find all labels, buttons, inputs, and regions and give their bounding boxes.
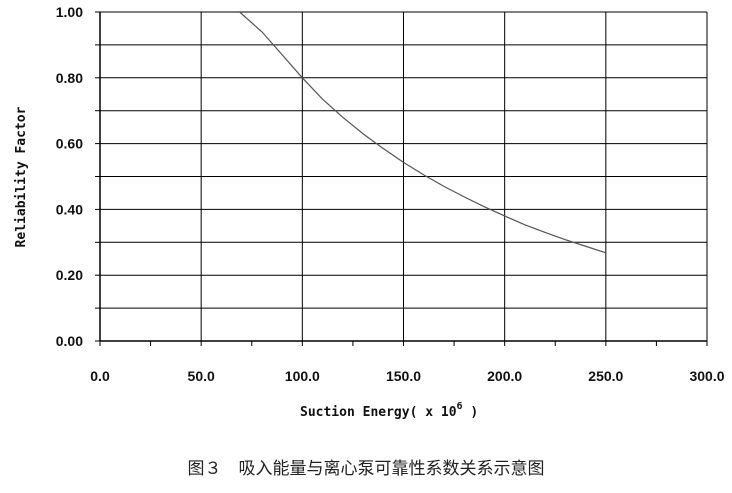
x-tick-label: 100.0 — [285, 368, 320, 384]
y-tick-label: 0.40 — [56, 201, 83, 217]
y-tick-label: 0.20 — [56, 267, 83, 283]
x-axis-title-suffix: ) — [463, 405, 479, 420]
y-tick-label: 0.00 — [56, 333, 83, 349]
y-tick-label: 1.00 — [56, 4, 83, 20]
x-tick-label: 300.0 — [689, 368, 724, 384]
x-axis-title-exponent: 6 — [457, 401, 463, 412]
x-tick-label: 0.0 — [90, 368, 110, 384]
y-axis-title: Reliability Factor — [14, 106, 29, 247]
series-line — [239, 11, 607, 254]
grid — [100, 11, 708, 341]
y-tick-label: 0.60 — [56, 136, 83, 152]
x-tick-label: 150.0 — [386, 368, 421, 384]
axes — [95, 11, 708, 346]
x-tick-label: 200.0 — [487, 368, 522, 384]
x-axis-title: Suction Energy( x 106 ) — [300, 401, 478, 420]
figure-caption: 图３ 吸入能量与离心泵可靠性系数关系示意图 — [188, 459, 545, 479]
series — [239, 11, 607, 254]
x-tick-labels: 0.0 50.0 100.0 150.0 200.0 250.0 300.0 — [90, 368, 724, 384]
y-tick-label: 0.80 — [56, 70, 83, 86]
y-tick-labels: 0.00 0.20 0.40 0.60 0.80 1.00 — [56, 4, 83, 349]
x-tick-label: 250.0 — [588, 368, 623, 384]
x-axis-title-base: Suction Energy( x 10 — [300, 405, 457, 420]
x-tick-label: 50.0 — [188, 368, 215, 384]
